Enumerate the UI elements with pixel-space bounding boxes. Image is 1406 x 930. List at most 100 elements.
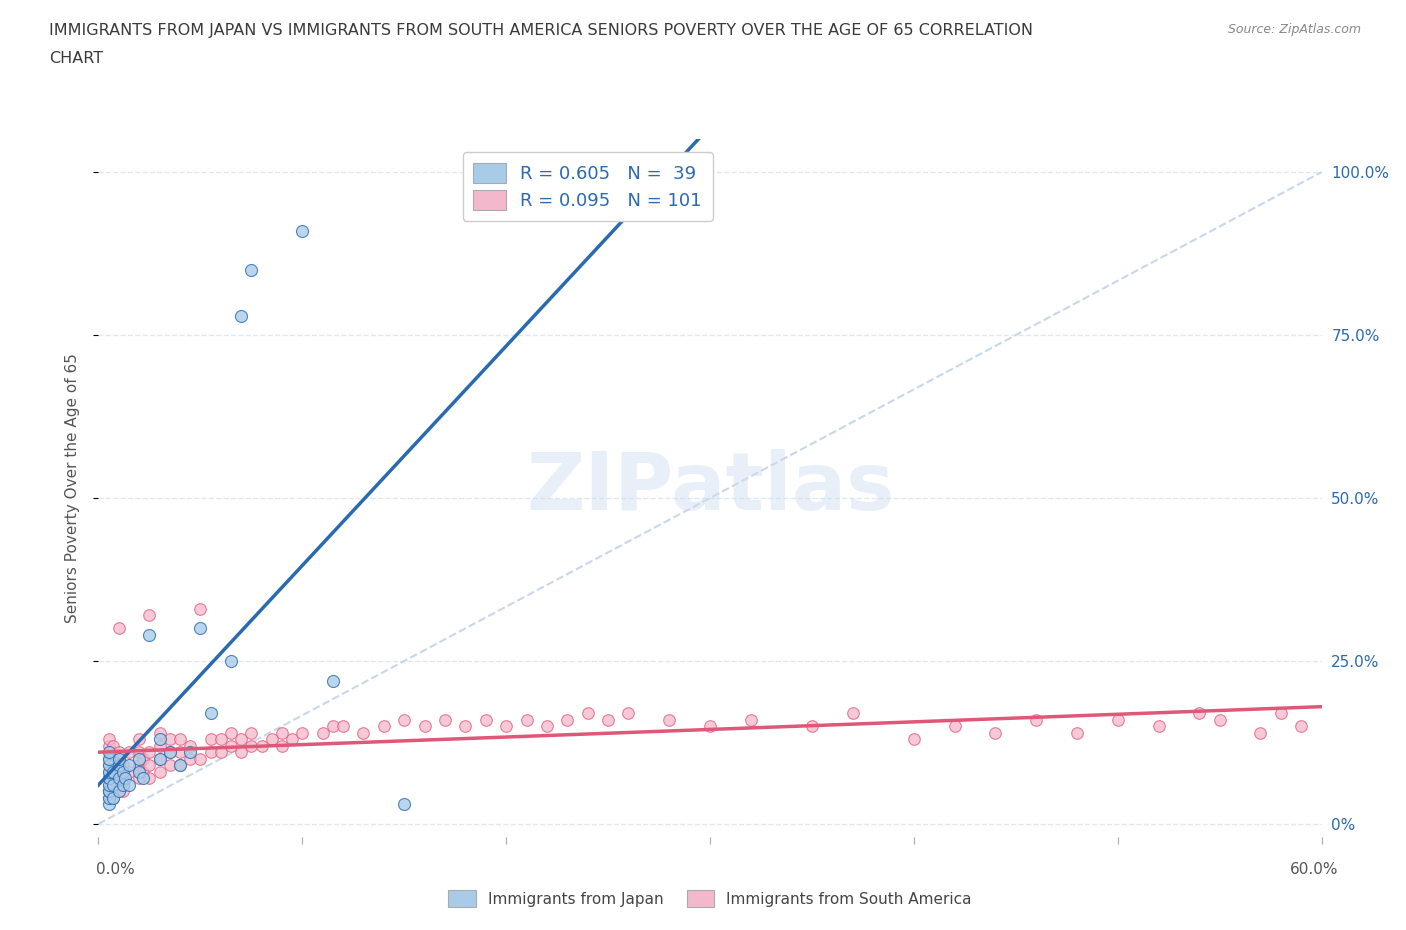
Point [598, 712, 620, 727]
Point [138, 745, 160, 760]
Point [392, 797, 416, 812]
Text: Source: ZipAtlas.com: Source: ZipAtlas.com [1227, 23, 1361, 36]
Point [108, 758, 131, 773]
Point [312, 725, 335, 740]
Point [128, 758, 150, 773]
Point [1209, 712, 1232, 727]
Point [1270, 706, 1292, 721]
Point [169, 758, 191, 773]
Point [495, 719, 517, 734]
Y-axis label: Seniors Poverty Over the Age of 65: Seniors Poverty Over the Age of 65 [65, 353, 80, 623]
Point [97, 732, 120, 747]
Point [128, 745, 150, 760]
Point [97, 784, 120, 799]
Point [101, 764, 124, 779]
Point [149, 764, 172, 779]
Point [97, 751, 120, 766]
Point [281, 732, 304, 747]
Point [352, 725, 374, 740]
Point [943, 719, 966, 734]
Point [159, 745, 181, 760]
Point [108, 751, 131, 766]
Point [97, 758, 120, 773]
Point [240, 262, 263, 277]
Point [97, 790, 120, 805]
Point [231, 308, 253, 323]
Point [108, 621, 131, 636]
Text: 60.0%: 60.0% [1291, 862, 1339, 877]
Point [101, 764, 124, 779]
Point [101, 777, 124, 792]
Point [97, 745, 120, 760]
Point [97, 771, 120, 786]
Point [270, 738, 294, 753]
Point [1107, 712, 1129, 727]
Point [1147, 719, 1170, 734]
Point [474, 712, 498, 727]
Point [101, 790, 124, 805]
Point [128, 751, 150, 766]
Point [841, 706, 863, 721]
Point [200, 706, 222, 721]
Point [434, 712, 457, 727]
Point [149, 732, 172, 747]
Point [159, 745, 181, 760]
Point [1291, 719, 1313, 734]
Point [516, 712, 538, 727]
Point [138, 771, 160, 786]
Point [114, 771, 136, 786]
Point [111, 764, 134, 779]
Point [270, 725, 294, 740]
Point [108, 784, 131, 799]
Text: CHART: CHART [49, 51, 103, 66]
Point [740, 712, 762, 727]
Point [118, 777, 141, 792]
Point [97, 745, 120, 760]
Point [108, 771, 131, 786]
Point [219, 654, 242, 669]
Legend: Immigrants from Japan, Immigrants from South America: Immigrants from Japan, Immigrants from S… [441, 884, 979, 913]
Point [557, 712, 579, 727]
Point [617, 706, 640, 721]
Point [291, 223, 314, 238]
Text: 0.0%: 0.0% [96, 862, 135, 877]
Point [1249, 725, 1271, 740]
Point [209, 732, 232, 747]
Point [108, 784, 131, 799]
Point [231, 732, 253, 747]
Point [138, 758, 160, 773]
Point [984, 725, 1007, 740]
Point [97, 777, 120, 792]
Point [111, 777, 134, 792]
Point [101, 790, 124, 805]
Point [128, 764, 150, 779]
Point [149, 751, 172, 766]
Point [200, 745, 222, 760]
Point [97, 764, 120, 779]
Point [97, 758, 120, 773]
Point [250, 738, 273, 753]
Point [111, 758, 134, 773]
Point [392, 712, 416, 727]
Point [149, 738, 172, 753]
Point [658, 712, 681, 727]
Point [801, 719, 824, 734]
Point [454, 719, 477, 734]
Point [149, 751, 172, 766]
Point [903, 732, 925, 747]
Point [169, 758, 191, 773]
Point [108, 777, 131, 792]
Point [108, 751, 131, 766]
Point [169, 745, 191, 760]
Point [322, 673, 344, 688]
Point [111, 784, 134, 799]
Point [101, 751, 124, 766]
Point [132, 751, 155, 766]
Point [699, 719, 721, 734]
Point [240, 725, 263, 740]
Point [179, 745, 201, 760]
Point [373, 719, 395, 734]
Point [231, 745, 253, 760]
Point [169, 732, 191, 747]
Point [576, 706, 599, 721]
